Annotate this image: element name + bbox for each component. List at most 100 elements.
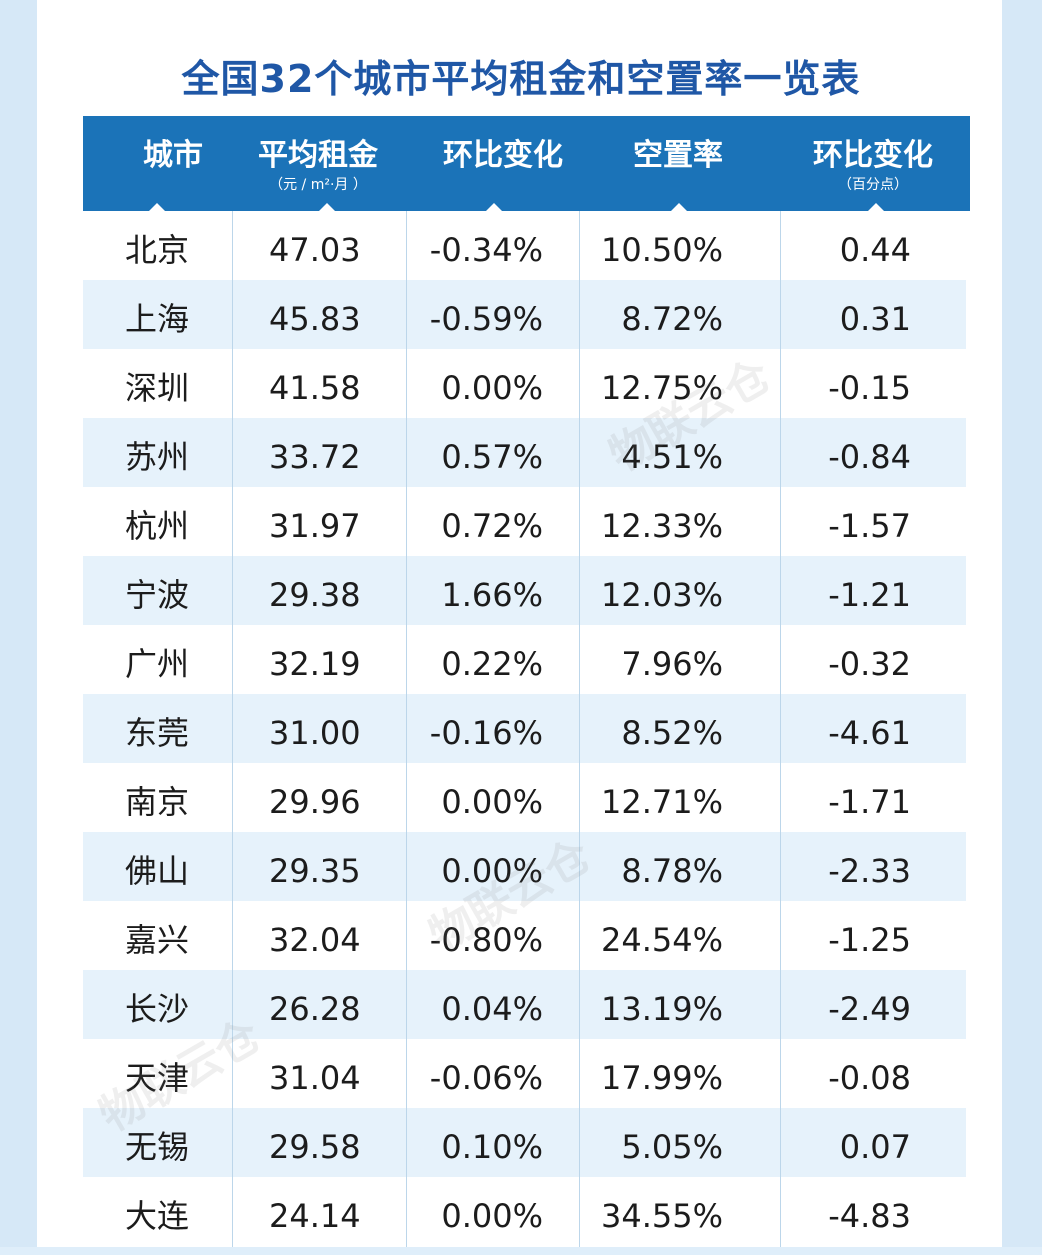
table-header: 城市 平均租金 （元 / m²·月 ） 环比变化 空置率 环比变化 （百分点） [83, 116, 970, 211]
cell-vacancy-change: -0.32 [828, 645, 911, 683]
cell-rent: 32.04 [269, 921, 361, 959]
cell-vacancy-change: 0.31 [839, 300, 911, 338]
cell-rent: 29.96 [269, 783, 361, 821]
cell-rent-change: 1.66% [441, 576, 543, 614]
cell-vacancy: 8.78% [621, 852, 723, 890]
cell-rent-change: -0.16% [429, 714, 543, 752]
cell-city: 北京 [125, 231, 190, 269]
cell-vacancy-change: -4.83 [828, 1197, 911, 1235]
cell-vacancy-change: -0.08 [828, 1059, 911, 1097]
cell-vacancy-change: -0.15 [828, 369, 911, 407]
cell-vacancy: 4.51% [621, 438, 723, 476]
table-row: 南京 29.96 0.00% 12.71% -1.71 [83, 763, 966, 832]
cell-city: 天津 [125, 1059, 190, 1097]
cell-city: 佛山 [125, 852, 190, 890]
cell-vacancy-change: -1.57 [828, 507, 911, 545]
header-rent: 平均租金 （元 / m²·月 ） [233, 116, 403, 211]
cell-vacancy-change: 0.44 [839, 231, 911, 269]
cell-vacancy: 13.19% [600, 990, 723, 1028]
table-row: 杭州 31.97 0.72% 12.33% -1.57 [83, 487, 966, 556]
cell-city: 苏州 [125, 438, 190, 476]
cell-rent-change: -0.34% [429, 231, 543, 269]
header-notch [670, 203, 688, 212]
table-row: 上海 45.83 -0.59% 8.72% 0.31 [83, 280, 966, 349]
cell-rent: 29.35 [269, 852, 361, 890]
cell-city: 宁波 [125, 576, 190, 614]
cell-rent: 41.58 [269, 369, 361, 407]
cell-rent-change: 0.00% [441, 783, 543, 821]
table-row: 无锡 29.58 0.10% 5.05% 0.07 [83, 1108, 966, 1177]
cell-vacancy: 12.75% [600, 369, 723, 407]
cell-rent: 29.58 [269, 1128, 361, 1166]
cell-vacancy-change: -4.61 [828, 714, 911, 752]
table-row: 长沙 26.28 0.04% 13.19% -2.49 [83, 970, 966, 1039]
table-row: 东莞 31.00 -0.16% 8.52% -4.61 [83, 694, 966, 763]
cell-rent-change: 0.10% [441, 1128, 543, 1166]
cell-vacancy-change: -1.71 [828, 783, 911, 821]
table-row: 佛山 29.35 0.00% 8.78% -2.33 [83, 832, 966, 901]
cell-vacancy: 10.50% [600, 231, 723, 269]
cell-rent-change: -0.59% [429, 300, 543, 338]
cell-rent-change: 0.00% [441, 369, 543, 407]
cell-vacancy-change: -1.21 [828, 576, 911, 614]
table-row: 北京 47.03 -0.34% 10.50% 0.44 [83, 211, 966, 280]
table-row: 深圳 41.58 0.00% 12.75% -0.15 [83, 349, 966, 418]
cell-rent-change: -0.06% [429, 1059, 543, 1097]
cell-vacancy: 7.96% [621, 645, 723, 683]
cell-rent: 32.19 [269, 645, 361, 683]
cell-city: 上海 [125, 300, 190, 338]
cell-rent-change: 0.22% [441, 645, 543, 683]
column-divider [406, 211, 407, 1247]
cell-city: 大连 [125, 1197, 190, 1235]
table-row: 嘉兴 32.04 -0.80% 24.54% -1.25 [83, 901, 966, 970]
cell-rent-change: 0.72% [441, 507, 543, 545]
cell-rent: 26.28 [269, 990, 361, 1028]
table-row: 天津 31.04 -0.06% 17.99% -0.08 [83, 1039, 966, 1108]
column-divider [232, 211, 233, 1247]
cell-rent: 31.97 [269, 507, 361, 545]
cell-vacancy-change: -0.84 [828, 438, 911, 476]
cell-vacancy: 24.54% [600, 921, 723, 959]
cell-city: 无锡 [125, 1128, 190, 1166]
cell-rent-change: 0.00% [441, 1197, 543, 1235]
table-row: 苏州 33.72 0.57% 4.51% -0.84 [83, 418, 966, 487]
header-city: 城市 [103, 116, 243, 211]
header-rent-label: 平均租金 [258, 138, 378, 173]
cell-city: 南京 [125, 783, 190, 821]
cell-vacancy: 8.72% [621, 300, 723, 338]
table-row: 宁波 29.38 1.66% 12.03% -1.21 [83, 556, 966, 625]
cell-rent: 31.00 [269, 714, 361, 752]
header-vacancy-change-label: 环比变化 [813, 138, 933, 173]
table-row: 大连 24.14 0.00% 34.55% -4.83 [83, 1177, 966, 1246]
header-notch [318, 203, 336, 212]
cell-rent-change: 0.04% [441, 990, 543, 1028]
cell-rent-change: 0.00% [441, 852, 543, 890]
cell-city: 长沙 [125, 990, 190, 1028]
header-notch [867, 203, 885, 212]
cell-vacancy: 34.55% [600, 1197, 723, 1235]
header-vacancy: 空置率 [593, 116, 763, 211]
cell-city: 深圳 [125, 369, 190, 407]
cell-rent: 45.83 [269, 300, 361, 338]
cell-vacancy-change: -2.33 [828, 852, 911, 890]
cell-vacancy-change: 0.07 [839, 1128, 911, 1166]
cell-rent: 47.03 [269, 231, 361, 269]
cell-vacancy: 12.33% [600, 507, 723, 545]
table-body: 北京 47.03 -0.34% 10.50% 0.44 上海 45.83 -0.59% 8.72… [83, 211, 966, 1247]
background-left [0, 0, 37, 1247]
header-rent-change-label: 环比变化 [443, 138, 563, 173]
cell-vacancy-change: -2.49 [828, 990, 911, 1028]
cell-rent-change: -0.80% [429, 921, 543, 959]
cell-city: 杭州 [125, 507, 190, 545]
header-vacancy-change-unit: （百分点） [838, 177, 908, 193]
cell-rent: 33.72 [269, 438, 361, 476]
header-rent-change: 环比变化 [418, 116, 588, 211]
cell-vacancy-change: -1.25 [828, 921, 911, 959]
header-vacancy-change: 环比变化 （百分点） [788, 116, 958, 211]
cell-vacancy: 17.99% [600, 1059, 723, 1097]
cell-vacancy: 5.05% [621, 1128, 723, 1166]
cell-rent-change: 0.57% [441, 438, 543, 476]
cell-vacancy: 12.71% [600, 783, 723, 821]
background-right [1002, 0, 1042, 1247]
cell-vacancy: 8.52% [621, 714, 723, 752]
